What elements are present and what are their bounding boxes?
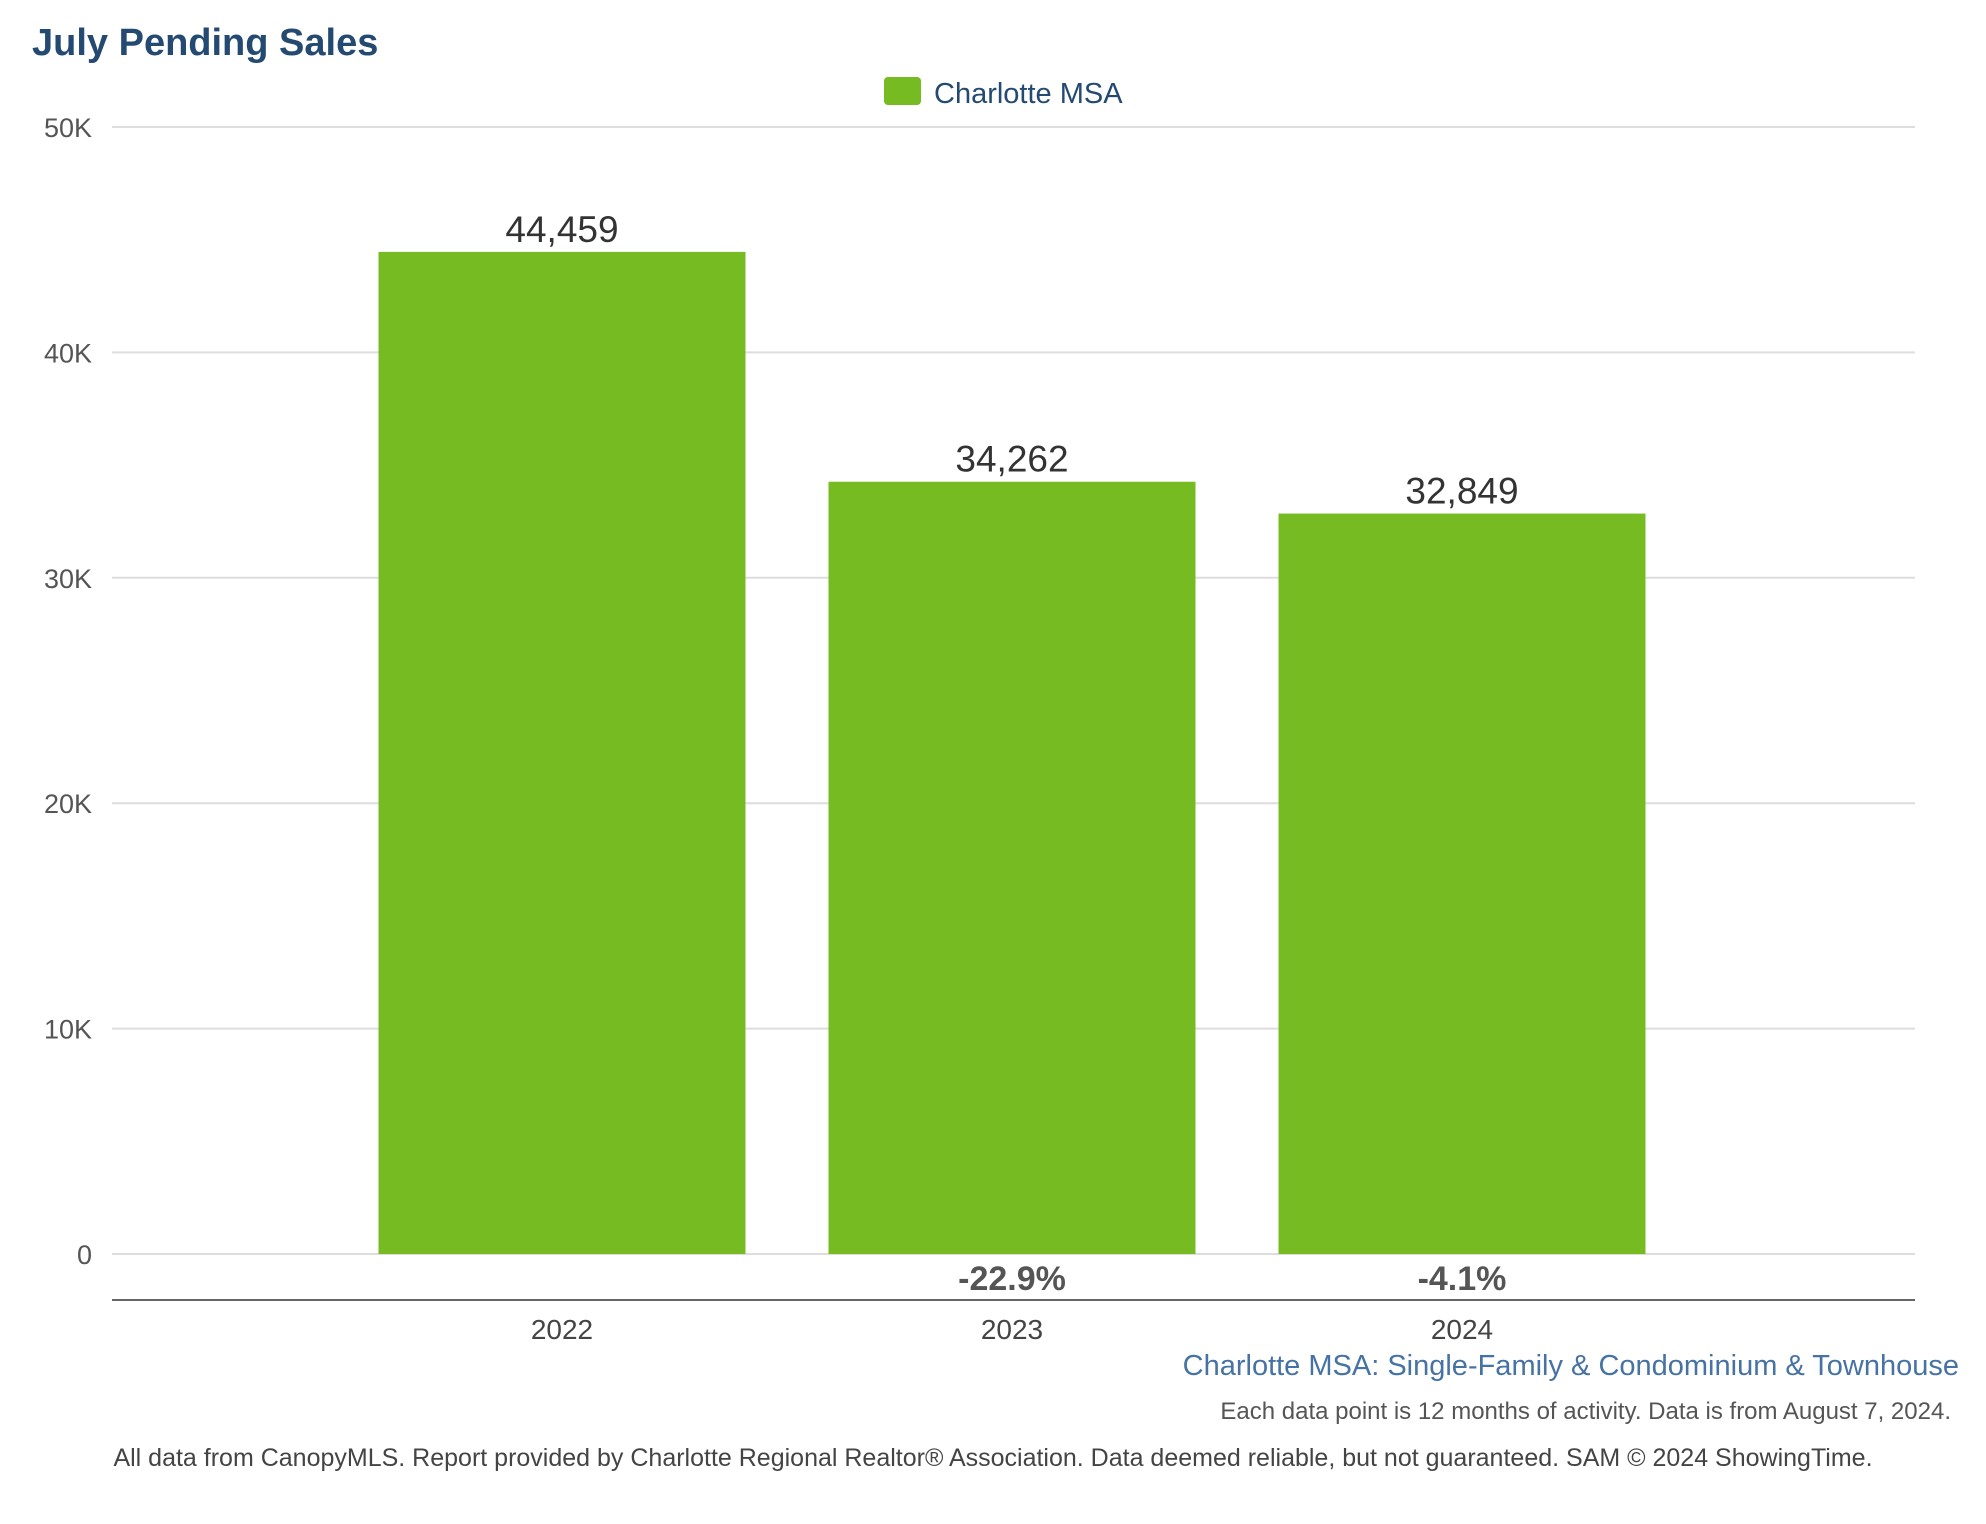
legend-swatch [884,77,921,105]
bar-value-label: 34,262 [955,439,1068,480]
y-tick-label: 30K [44,564,92,594]
y-tick-label: 20K [44,789,92,819]
chart-title: July Pending Sales [32,22,379,64]
x-tick-label: 2022 [531,1314,593,1345]
y-tick-label: 50K [44,113,92,143]
x-axis: 2022 2023 2024 [112,1299,1915,1345]
bar-value-label: 32,849 [1405,471,1518,512]
legend: Charlotte MSA [884,77,1123,110]
x-tick-label: 2024 [1431,1314,1493,1345]
bar [828,481,1196,1255]
bar [378,251,746,1254]
y-tick-label: 10K [44,1015,92,1045]
percent-change-label: -22.9% [958,1260,1066,1298]
bar-value-label: 44,459 [505,209,618,250]
value-labels: 44,459 34,262 -22.9% 32,849 -4.1% [505,209,1518,1298]
percent-change-label: -4.1% [1418,1260,1507,1298]
x-tick-label: 2023 [981,1314,1043,1345]
footer-note: All data from CanopyMLS. Report provided… [113,1444,1873,1472]
chart-subtitle: Charlotte MSA: Single-Family & Condomini… [1182,1350,1959,1382]
bar [1278,513,1646,1254]
y-axis-ticks: 0 10K 20K 30K 40K 50K [44,113,92,1270]
legend-label: Charlotte MSA [934,78,1123,110]
bars [378,251,1646,1255]
y-tick-label: 0 [77,1240,92,1270]
y-tick-label: 40K [44,338,92,368]
data-note: Each data point is 12 months of activity… [1220,1398,1951,1425]
